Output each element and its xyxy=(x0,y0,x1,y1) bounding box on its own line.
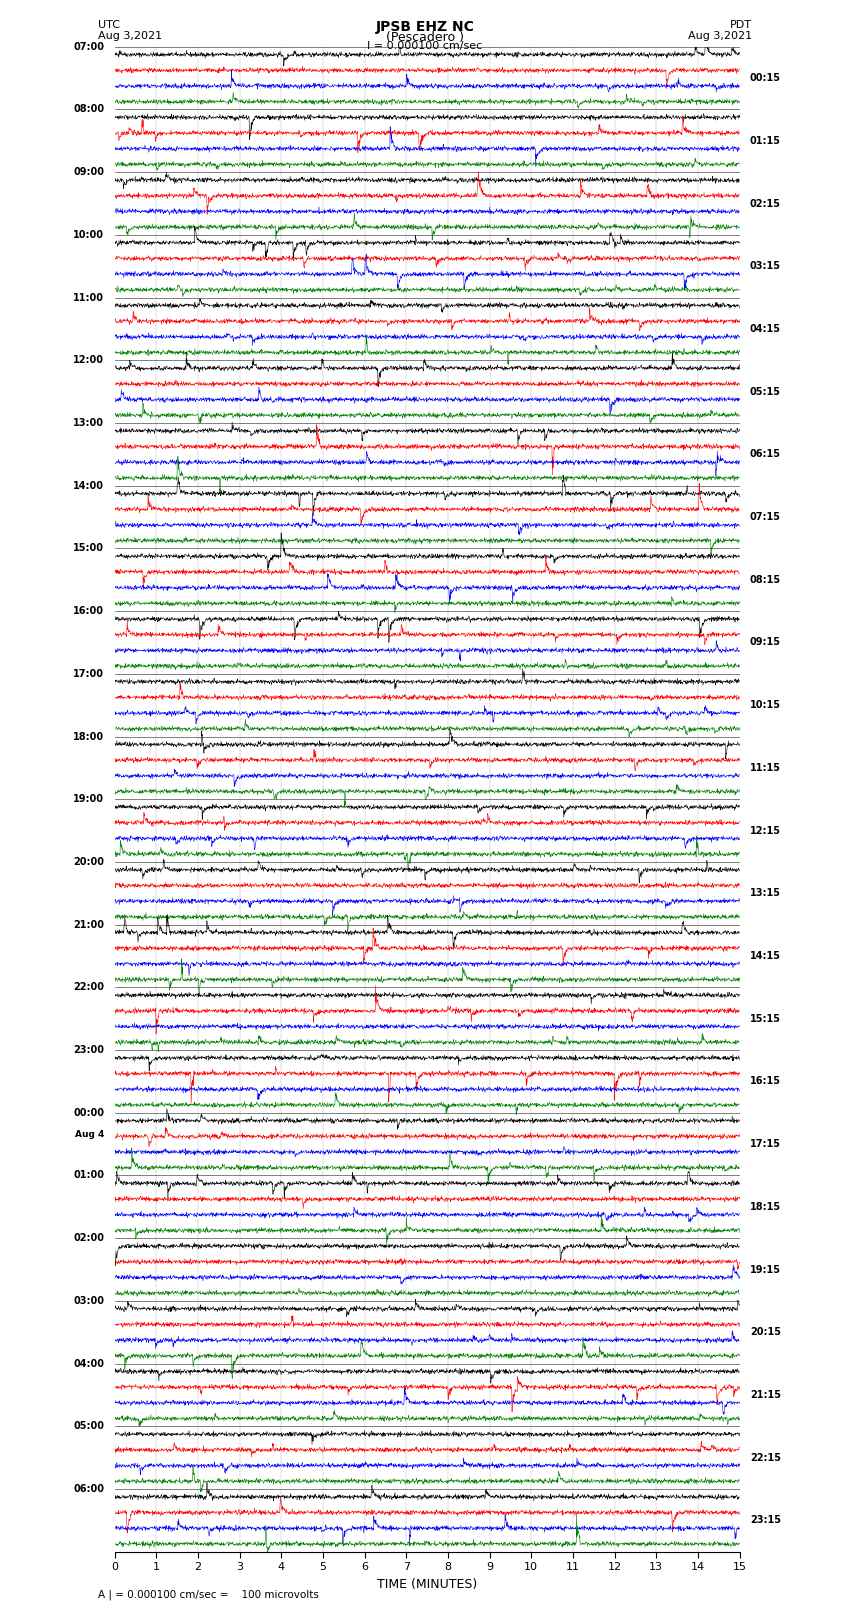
Text: 15:00: 15:00 xyxy=(73,544,105,553)
Text: 08:15: 08:15 xyxy=(750,574,781,586)
Text: 02:00: 02:00 xyxy=(73,1234,105,1244)
Text: 10:00: 10:00 xyxy=(73,231,105,240)
Text: 03:00: 03:00 xyxy=(73,1295,105,1307)
Text: 10:15: 10:15 xyxy=(750,700,781,710)
Text: PDT: PDT xyxy=(730,19,752,31)
Text: 11:15: 11:15 xyxy=(750,763,781,773)
Text: A | = 0.000100 cm/sec =    100 microvolts: A | = 0.000100 cm/sec = 100 microvolts xyxy=(98,1589,319,1600)
Text: (Pescadero ): (Pescadero ) xyxy=(386,31,464,44)
Text: 12:00: 12:00 xyxy=(73,355,105,365)
Text: 07:15: 07:15 xyxy=(750,511,781,523)
Text: 17:15: 17:15 xyxy=(750,1139,781,1148)
Text: 04:00: 04:00 xyxy=(73,1358,105,1368)
Text: 11:00: 11:00 xyxy=(73,292,105,303)
Text: Aug 3,2021: Aug 3,2021 xyxy=(98,31,162,40)
Text: 14:00: 14:00 xyxy=(73,481,105,490)
Text: 17:00: 17:00 xyxy=(73,669,105,679)
Text: 18:15: 18:15 xyxy=(750,1202,781,1211)
Text: 04:15: 04:15 xyxy=(750,324,781,334)
Text: UTC: UTC xyxy=(98,19,120,31)
Text: 23:00: 23:00 xyxy=(73,1045,105,1055)
Text: 03:15: 03:15 xyxy=(750,261,781,271)
Text: 22:15: 22:15 xyxy=(750,1453,781,1463)
Text: 20:00: 20:00 xyxy=(73,857,105,866)
Text: 21:00: 21:00 xyxy=(73,919,105,929)
Text: 02:15: 02:15 xyxy=(750,198,781,208)
Text: Aug 3,2021: Aug 3,2021 xyxy=(688,31,752,40)
Text: 05:15: 05:15 xyxy=(750,387,781,397)
Text: 12:15: 12:15 xyxy=(750,826,781,836)
Text: 23:15: 23:15 xyxy=(750,1515,781,1526)
Text: 22:00: 22:00 xyxy=(73,982,105,992)
Text: 13:00: 13:00 xyxy=(73,418,105,427)
Text: 01:00: 01:00 xyxy=(73,1171,105,1181)
Text: 16:00: 16:00 xyxy=(73,606,105,616)
X-axis label: TIME (MINUTES): TIME (MINUTES) xyxy=(377,1578,477,1590)
Text: 07:00: 07:00 xyxy=(73,42,105,52)
Text: 09:00: 09:00 xyxy=(73,168,105,177)
Text: 19:15: 19:15 xyxy=(750,1265,781,1274)
Text: 18:00: 18:00 xyxy=(73,732,105,742)
Text: 14:15: 14:15 xyxy=(750,952,781,961)
Text: 06:15: 06:15 xyxy=(750,450,781,460)
Text: 00:00: 00:00 xyxy=(73,1108,105,1118)
Text: 21:15: 21:15 xyxy=(750,1390,781,1400)
Text: 15:15: 15:15 xyxy=(750,1013,781,1024)
Text: 16:15: 16:15 xyxy=(750,1076,781,1087)
Text: JPSB EHZ NC: JPSB EHZ NC xyxy=(376,19,474,34)
Text: 06:00: 06:00 xyxy=(73,1484,105,1494)
Text: 08:00: 08:00 xyxy=(73,105,105,115)
Text: 00:15: 00:15 xyxy=(750,73,781,84)
Text: Aug 4: Aug 4 xyxy=(75,1131,105,1139)
Text: 20:15: 20:15 xyxy=(750,1327,781,1337)
Text: 19:00: 19:00 xyxy=(73,794,105,805)
Text: 13:15: 13:15 xyxy=(750,889,781,898)
Text: I = 0.000100 cm/sec: I = 0.000100 cm/sec xyxy=(367,40,483,52)
Text: 05:00: 05:00 xyxy=(73,1421,105,1431)
Text: 01:15: 01:15 xyxy=(750,135,781,145)
Text: 09:15: 09:15 xyxy=(750,637,781,647)
